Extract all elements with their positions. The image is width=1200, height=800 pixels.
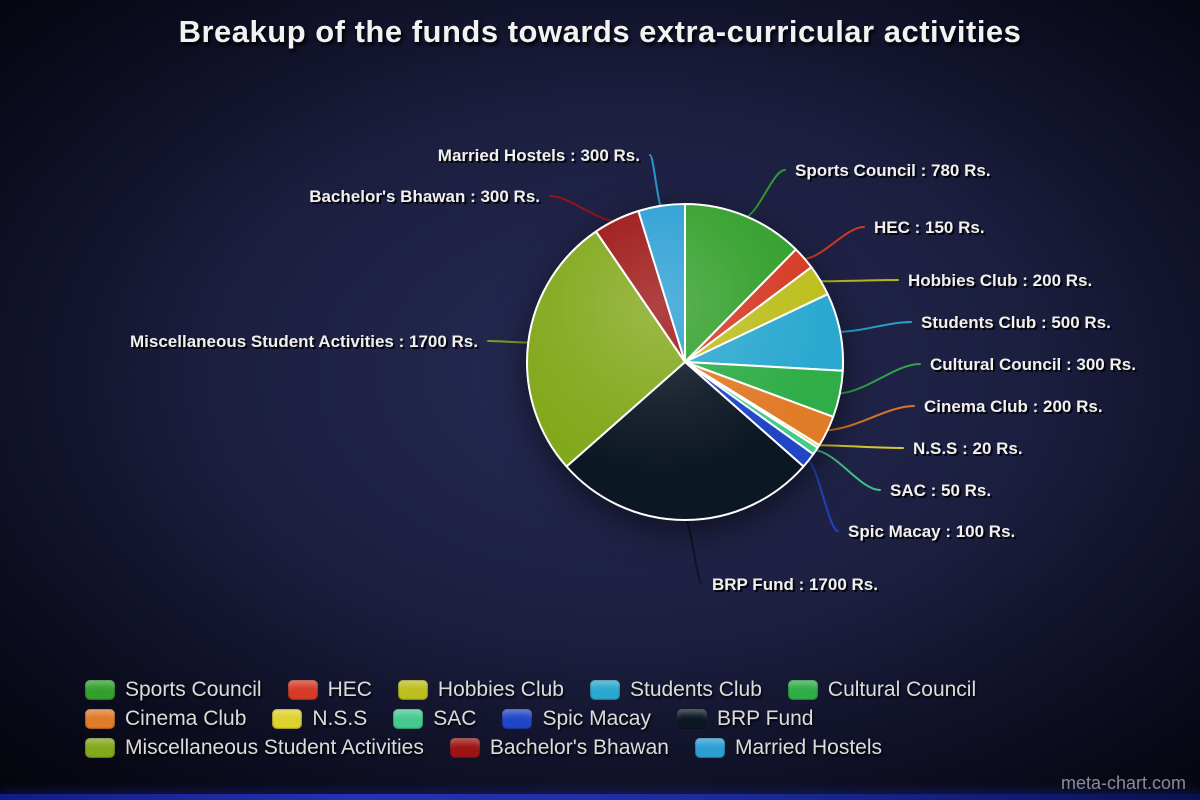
slice-label-sports-council: Sports Council : 780 Rs. [797,163,993,182]
legend-item-hec: HEC [287,678,372,702]
legend-swatch-hec [287,680,318,700]
slice-label-cinema-club: Cinema Club : 200 Rs. [926,399,1105,418]
legend-swatch-miscellaneous-student-activities [85,738,115,758]
slice-label-hec: HEC : 150 Rs. [876,220,987,239]
legend-swatch-n-s-s [272,709,303,729]
legend-item-sports-council: Sports Council [85,678,262,702]
legend-label-hec: HEC [327,678,372,701]
slice-label-sports-council: Sports Council : 780 Rs. [795,161,991,180]
slice-label-sac: SAC : 50 Rs. [890,481,991,500]
legend-label-bachelor-s-bhawan: Bachelor's Bhawan [489,736,669,759]
legend-label-married-hostels: Married Hostels [734,736,882,759]
leader-line-students-club [837,321,912,333]
slice-label-married-hostels: Married Hostels : 300 Rs. [438,146,640,165]
legend-label-brp-fund: BRP Fund [716,707,814,730]
legend-item-cultural-council: Cultural Council [787,678,977,702]
slice-label-n-s-s: N.S.S : 20 Rs. [915,441,1025,460]
slice-label-hobbies-club: Hobbies Club : 200 Rs. [908,271,1092,290]
legend-swatch-brp-fund [676,709,707,729]
legend-swatch-hobbies-club [397,680,428,700]
legend-row: Cinema Club N.S.S SAC Spic Macay BRP Fund [85,707,1002,731]
slice-label-miscellaneous-student-activities: Miscellaneous Student Activities : 1700 … [132,334,480,353]
legend-item-cinema-club: Cinema Club [85,707,246,731]
legend-label-students-club: Students Club [629,678,762,701]
slice-label-miscellaneous-student-activities: Miscellaneous Student Activities : 1700 … [130,332,478,351]
slice-label-bachelor-s-bhawan: Bachelor's Bhawan : 300 Rs. [311,189,542,208]
legend-swatch-sac [393,709,424,729]
legend-label-sports-council: Sports Council [125,678,262,701]
leader-line-hec [801,226,865,261]
legend-item-brp-fund: BRP Fund [676,707,814,731]
leader-line-brp-fund [684,517,703,585]
legend: Sports Council HEC Hobbies Club Students Cl… [85,678,1002,765]
legend-row: Sports Council HEC Hobbies Club Students Cl… [85,678,1002,702]
slice-label-brp-fund: BRP Fund : 1700 Rs. [714,577,880,596]
slice-label-spic-macay: Spic Macay : 100 Rs. [848,522,1015,541]
slice-label-cultural-council: Cultural Council : 300 Rs. [930,355,1136,374]
leader-line-miscellaneous-student-activities [487,340,532,344]
slice-label-cinema-club: Cinema Club : 200 Rs. [924,397,1103,416]
leader-line-spic-macay [806,458,839,532]
pie-slices [526,202,845,521]
legend-label-n-s-s: N.S.S [312,707,368,730]
legend-item-spic-macay: Spic Macay [502,707,651,731]
slice-label-married-hostels: Married Hostels : 300 Rs. [440,148,642,167]
legend-swatch-cinema-club [85,709,115,729]
leader-line-bachelor-s-bhawan [549,195,619,223]
legend-item-hobbies-club: Hobbies Club [397,678,564,702]
leader-line-sac [812,448,881,491]
legend-swatch-sports-council [85,680,115,700]
legend-label-cultural-council: Cultural Council [827,678,977,701]
leader-line-hobbies-club [817,279,899,283]
legend-swatch-students-club [589,680,620,700]
slice-label-spic-macay: Spic Macay : 100 Rs. [850,524,1017,543]
watermark: meta-chart.com [1060,773,1186,793]
legend-row: Miscellaneous Student Activities Bachelor… [85,736,1002,760]
legend-item-students-club: Students Club [589,678,762,702]
legend-swatch-bachelor-s-bhawan [449,738,480,758]
leader-line-cinema-club [824,405,915,432]
slice-label-students-club: Students Club : 500 Rs. [921,313,1111,332]
slice-label-students-club: Students Club : 500 Rs. [923,315,1113,334]
legend-item-bachelor-s-bhawan: Bachelor's Bhawan [449,736,669,760]
slice-label-sac: SAC : 50 Rs. [892,483,993,502]
legend-item-n-s-s: N.S.S [272,707,367,731]
legend-label-spic-macay: Spic Macay [542,707,651,730]
legend-item-miscellaneous-student-activities: Miscellaneous Student Activities [85,736,424,760]
legend-swatch-married-hostels [694,738,725,758]
slice-label-bachelor-s-bhawan: Bachelor's Bhawan : 300 Rs. [309,187,540,206]
slice-labels: Sports Council : 780 Rs.Sports Council :… [130,146,1138,596]
legend-item-married-hostels: Married Hostels [694,736,882,760]
slice-label-hobbies-club: Hobbies Club : 200 Rs. [910,273,1094,292]
slice-label-hec: HEC : 150 Rs. [874,218,985,237]
leader-line-sports-council [743,169,786,219]
legend-label-cinema-club: Cinema Club [125,707,247,730]
slice-label-brp-fund: BRP Fund : 1700 Rs. [712,575,878,594]
legend-label-hobbies-club: Hobbies Club [437,678,564,701]
slice-label-n-s-s: N.S.S : 20 Rs. [913,439,1023,458]
leader-line-cultural-council [836,363,921,395]
legend-swatch-cultural-council [787,680,818,700]
legend-label-sac: SAC [433,707,477,730]
legend-swatch-spic-macay [502,709,533,729]
legend-label-miscellaneous-student-activities: Miscellaneous Student Activities [125,736,424,759]
legend-item-sac: SAC [393,707,476,731]
bottom-glow [0,794,1200,800]
leader-line-married-hostels [649,154,663,209]
slice-label-cultural-council: Cultural Council : 300 Rs. [932,357,1138,376]
chart-title: Breakup of the funds towards extra-curri… [178,14,1022,49]
leader-line-n-s-s [815,444,904,449]
